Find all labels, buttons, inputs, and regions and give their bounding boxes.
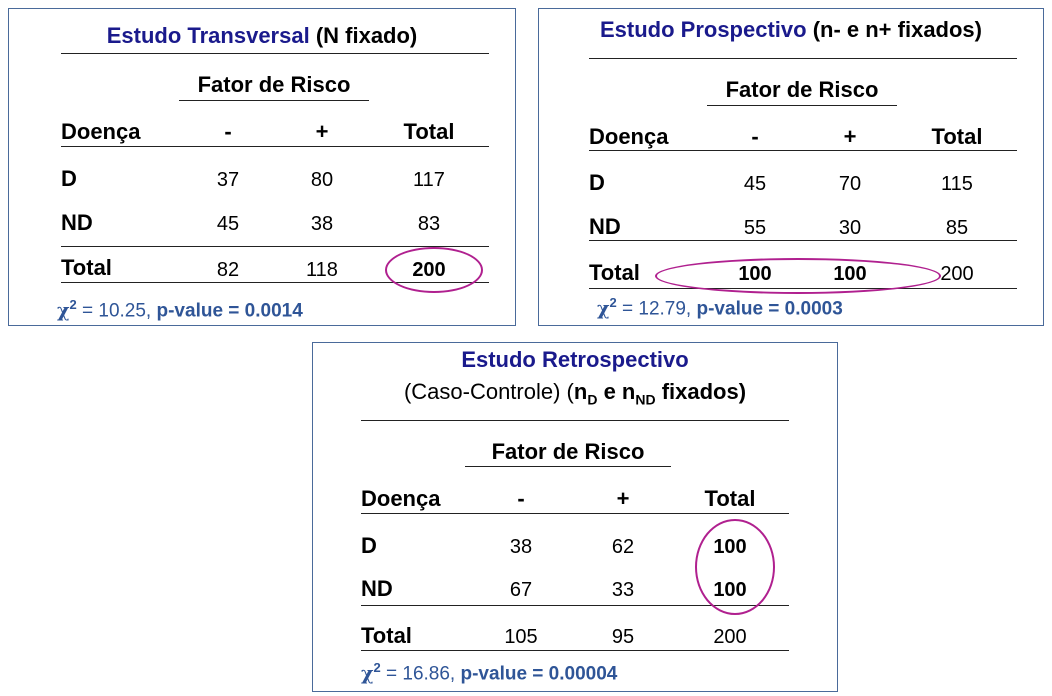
cell-nd-minus: 67 <box>509 579 533 601</box>
row-label-nd: ND <box>589 214 621 239</box>
row-label-nd: ND <box>61 210 93 235</box>
row-label-total: Total <box>361 623 412 648</box>
col-header-minus: - <box>224 119 232 144</box>
panel-transversal: Estudo Transversal (N fixado) Fator de R… <box>8 8 516 326</box>
cell-d-plus: 80 <box>310 169 334 191</box>
title-underline <box>361 420 789 421</box>
highlight-ellipse <box>655 258 941 294</box>
cell-d-total: 115 <box>941 173 973 195</box>
cell-total-total: 200 <box>940 263 974 285</box>
header-rule <box>361 513 789 514</box>
factor-underline <box>465 466 671 467</box>
row-label-d: D <box>361 533 377 558</box>
chi-square-result: χ2 = 12.79, p-value = 0.0003 <box>597 295 843 320</box>
col-header-disease: Doença <box>61 119 141 144</box>
col-header-total: Total <box>931 124 983 149</box>
cell-nd-total: 85 <box>945 217 969 239</box>
cell-total-plus: 95 <box>611 626 635 648</box>
col-header-total: Total <box>403 119 455 144</box>
col-header-total: Total <box>704 486 756 511</box>
panel-title: Estudo Retrospectivo <box>461 347 689 372</box>
row-label-d: D <box>61 166 77 191</box>
chi-square-result: χ2 = 16.86, p-value = 0.00004 <box>361 660 618 685</box>
cell-nd-total: 83 <box>417 213 441 235</box>
cell-total-minus: 82 <box>216 259 240 281</box>
row-label-nd: ND <box>361 576 393 601</box>
col-header-plus: + <box>616 486 630 511</box>
cell-d-minus: 37 <box>216 169 240 191</box>
col-header-plus: + <box>315 119 329 144</box>
bottom-rule <box>361 650 789 651</box>
highlight-ellipse <box>385 247 483 293</box>
col-header-minus: - <box>517 486 525 511</box>
factor-underline <box>179 100 369 101</box>
cell-d-plus: 62 <box>611 536 635 558</box>
col-header-disease: Doença <box>361 486 441 511</box>
cell-total-total: 200 <box>713 626 747 648</box>
panel-prospectivo: Estudo Prospectivo (n- e n+ fixados) Fat… <box>538 8 1044 326</box>
total-rule <box>589 240 1017 241</box>
panel-subtitle: (Caso-Controle) (nD e nND fixados) <box>403 379 747 408</box>
factor-underline <box>707 105 897 106</box>
cell-nd-plus: 38 <box>310 213 334 235</box>
cell-total-plus: 118 <box>306 259 338 281</box>
cell-nd-minus: 45 <box>216 213 240 235</box>
cell-nd-plus: 33 <box>611 579 635 601</box>
header-rule <box>61 146 489 147</box>
total-rule <box>61 246 489 247</box>
panel-retrospectivo: Estudo Retrospectivo (Caso-Controle) (nD… <box>312 342 838 692</box>
row-label-total: Total <box>61 255 112 280</box>
factor-header: Fator de Risco <box>197 72 351 97</box>
col-header-minus: - <box>751 124 759 149</box>
factor-header: Fator de Risco <box>491 439 645 464</box>
cell-d-minus: 45 <box>743 173 767 195</box>
cell-d-minus: 38 <box>509 536 533 558</box>
cell-d-total: 117 <box>413 169 445 191</box>
panel-title: Estudo Transversal (N fixado) <box>106 23 418 48</box>
header-rule <box>589 150 1017 151</box>
cell-total-minus: 105 <box>504 626 538 648</box>
title-underline <box>61 53 489 54</box>
highlight-ellipse <box>695 519 775 615</box>
cell-nd-minus: 55 <box>743 217 767 239</box>
col-header-disease: Doença <box>589 124 669 149</box>
cell-d-plus: 70 <box>838 173 862 195</box>
row-label-total: Total <box>589 260 640 285</box>
row-label-d: D <box>589 170 605 195</box>
col-header-plus: + <box>843 124 857 149</box>
factor-header: Fator de Risco <box>725 77 879 102</box>
chi-square-result: χ2 = 10.25, p-value = 0.0014 <box>57 297 303 322</box>
cell-nd-plus: 30 <box>838 217 862 239</box>
title-underline <box>589 58 1017 59</box>
total-rule <box>361 605 789 606</box>
bottom-rule <box>61 282 489 283</box>
panel-title: Estudo Prospectivo (n- e n+ fixados) <box>599 17 982 42</box>
